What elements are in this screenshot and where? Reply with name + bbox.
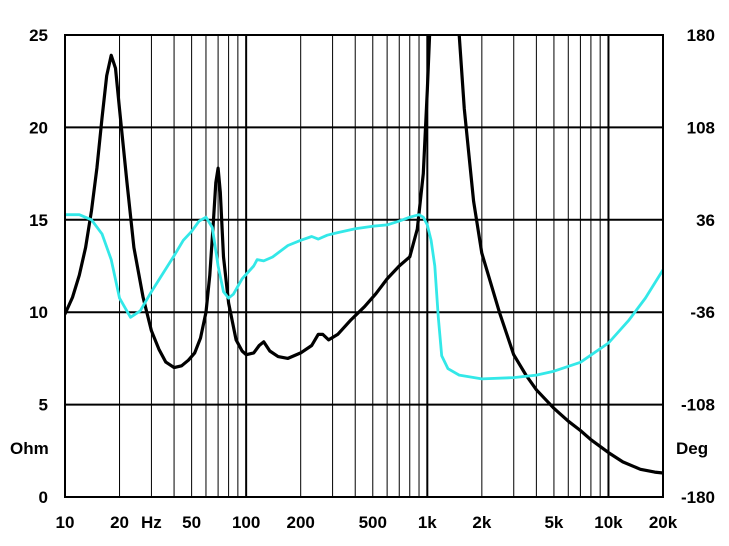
- x-tick-label: 5k: [544, 513, 563, 532]
- phase-line: [65, 213, 663, 381]
- series-lines: [65, 35, 663, 475]
- x-tick-label: 200: [287, 513, 315, 532]
- y-right-tick-label: -36: [690, 303, 715, 322]
- y-left-tick-label: 20: [29, 118, 48, 137]
- y-left-tick-label: 10: [29, 303, 48, 322]
- grid: [65, 35, 663, 497]
- y-right-tick-label: 180: [687, 26, 715, 45]
- y-left-tick-label: 25: [29, 26, 48, 45]
- axis-labels: 10 20 Hz 50 100 200 500 1k 2k 5k 10k 20k 0 5 10 15 20 25 -…: [29, 26, 715, 532]
- x-tick-label: 10k: [594, 513, 623, 532]
- x-tick-label: 1k: [418, 513, 437, 532]
- y-right-tick-label: -180: [681, 488, 715, 507]
- x-tick-label: 20: [110, 513, 129, 532]
- y-left-tick-label: 5: [39, 396, 48, 415]
- y-left-tick-label: 15: [29, 211, 48, 230]
- y-right-tick-label: 108: [687, 118, 715, 137]
- x-tick-label: 2k: [472, 513, 491, 532]
- y-right-tick-label: 36: [696, 211, 715, 230]
- y-left-axis-label: Ohm: [10, 439, 49, 458]
- x-tick-label: 500: [359, 513, 387, 532]
- impedance-line: [65, 35, 663, 475]
- y-right-axis-label: Deg: [676, 439, 708, 458]
- x-tick-label: Hz: [141, 513, 162, 532]
- x-tick-label: 100: [232, 513, 260, 532]
- x-tick-label: 50: [182, 513, 201, 532]
- plot-frame: [64, 34, 664, 498]
- x-tick-label: 20k: [649, 513, 678, 532]
- x-tick-label: 10: [56, 513, 75, 532]
- y-left-tick-label: 0: [39, 488, 48, 507]
- y-right-tick-label: -108: [681, 396, 715, 415]
